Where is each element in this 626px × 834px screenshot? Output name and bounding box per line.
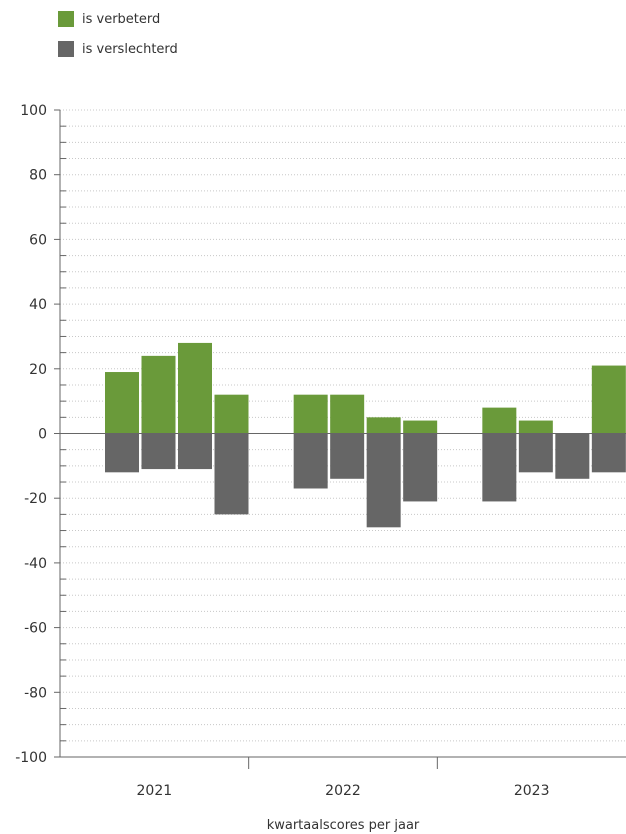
bar-worsened [293, 433, 328, 489]
bar-improved [214, 394, 249, 434]
x-category-label: 2023 [514, 783, 550, 799]
y-tick-label: 0 [38, 427, 47, 443]
legend-label-worsened: is verslechterd [82, 41, 178, 57]
legend-item-improved: is verbeterd [58, 10, 160, 28]
bar-improved [518, 420, 553, 434]
bar-worsened [366, 433, 401, 528]
y-tick-label: -80 [24, 685, 47, 701]
bar-improved [366, 417, 401, 434]
bar-worsened [178, 433, 212, 470]
bar-worsened [141, 433, 176, 470]
bar-improved [330, 394, 365, 434]
legend-label-improved: is verbeterd [82, 11, 161, 27]
bar-improved [403, 420, 438, 434]
legend-swatch-improved [58, 11, 74, 27]
y-tick-label: 40 [29, 297, 47, 313]
y-tick-label: 60 [29, 232, 47, 248]
legend-swatch-worsened [58, 41, 74, 57]
y-tick-label: 20 [29, 362, 47, 378]
bar-improved [178, 342, 212, 434]
bar-worsened [403, 433, 438, 502]
bar-worsened [330, 433, 365, 479]
legend-item-worsened: is verslechterd [58, 40, 178, 58]
x-category-label: 2021 [137, 783, 173, 799]
y-tick-label: 80 [29, 168, 47, 184]
bar-worsened [555, 433, 590, 479]
y-tick-label: 100 [20, 103, 47, 119]
bar-improved [141, 355, 176, 434]
y-tick-label: -60 [24, 621, 47, 637]
bar-improved [591, 365, 626, 434]
bar-worsened [105, 433, 139, 473]
bar-worsened [518, 433, 553, 473]
bar-improved [293, 394, 328, 434]
x-axis-title: kwartaalscores per jaar [267, 818, 420, 833]
x-category-label: 2022 [325, 783, 361, 799]
bar-worsened [482, 433, 517, 502]
bar-improved [482, 407, 517, 434]
y-tick-label: -100 [15, 750, 47, 766]
bar-worsened [591, 433, 626, 473]
bar-improved [105, 372, 139, 434]
bar-worsened [214, 433, 249, 515]
y-tick-label: -40 [24, 556, 47, 572]
y-tick-label: -20 [24, 491, 47, 507]
